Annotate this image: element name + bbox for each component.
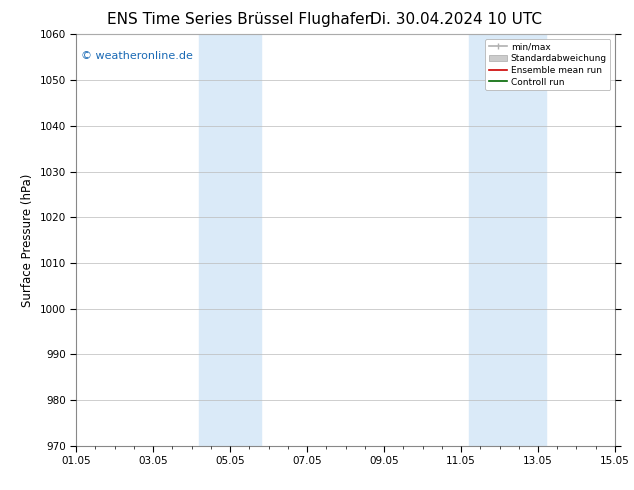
Text: © weatheronline.de: © weatheronline.de [81,51,193,61]
Text: Di. 30.04.2024 10 UTC: Di. 30.04.2024 10 UTC [370,12,543,27]
Bar [199,34,261,446]
Text: ENS Time Series Brüssel Flughafen: ENS Time Series Brüssel Flughafen [107,12,375,27]
Y-axis label: Surface Pressure (hPa): Surface Pressure (hPa) [21,173,34,307]
Bar [469,34,546,446]
Legend: min/max, Standardabweichung, Ensemble mean run, Controll run: min/max, Standardabweichung, Ensemble me… [486,39,611,90]
